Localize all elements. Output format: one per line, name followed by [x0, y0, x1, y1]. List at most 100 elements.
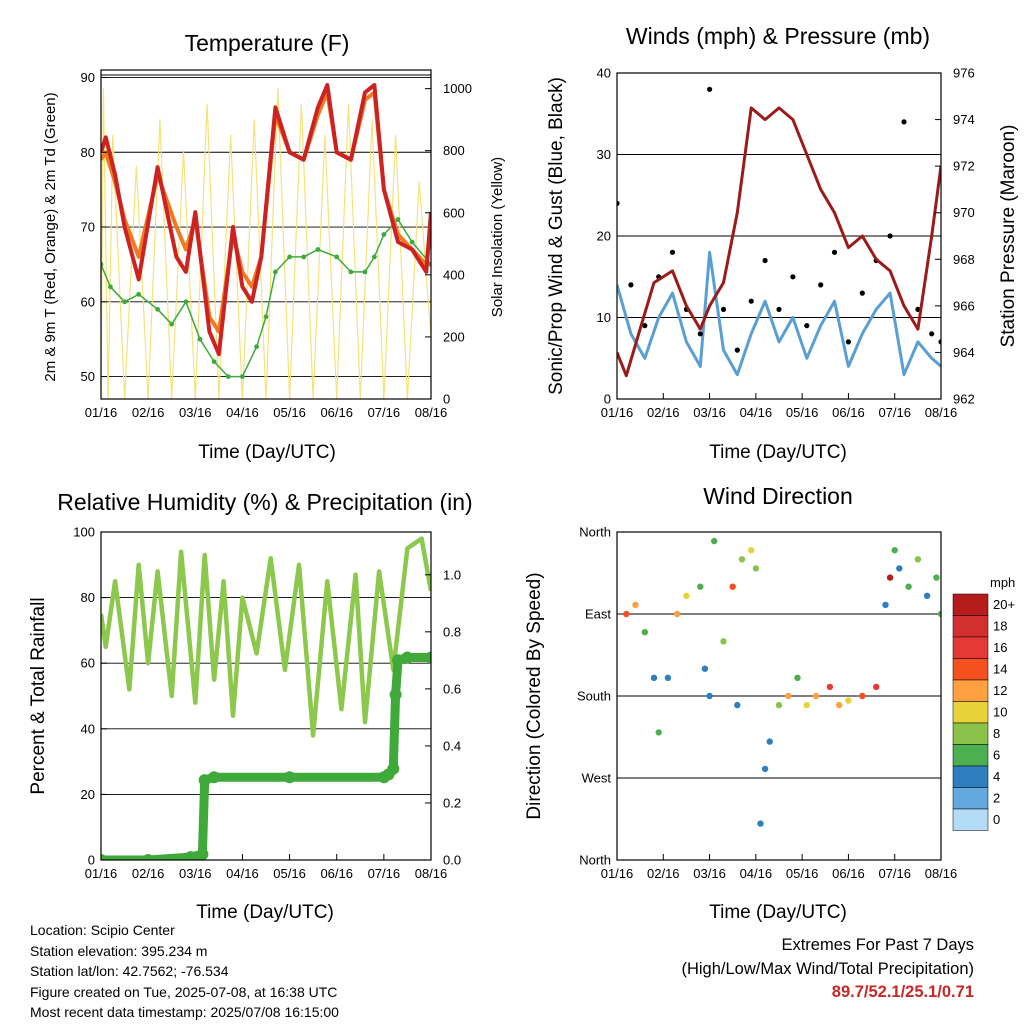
legend-label: 12 [993, 683, 1007, 698]
gust-point [697, 331, 703, 337]
x-tick-label: 04/16 [740, 866, 773, 881]
y-right-tick-label: 400 [443, 267, 465, 282]
y-right-tick-label: 1000 [443, 81, 472, 96]
gust-point [938, 339, 941, 345]
gust-point [776, 306, 782, 312]
x-tick-label: 02/16 [647, 866, 680, 881]
direction-point [720, 638, 727, 645]
gust-point [929, 331, 935, 337]
y-right-tick-label: 0.2 [443, 795, 461, 810]
y-right-tick-label: 962 [953, 392, 975, 407]
x-tick-label: 01/16 [601, 866, 634, 881]
y-tick-label: East [585, 607, 611, 622]
temperature-xlabel: Time (Day/UTC) [198, 442, 336, 463]
direction-point [826, 683, 834, 691]
y-right-tick-label: 974 [953, 112, 975, 127]
direction-point [738, 556, 746, 563]
direction-point [761, 765, 769, 773]
y-tick-label: North [579, 853, 611, 868]
direction-point [706, 692, 713, 700]
x-tick-label: 06/16 [320, 866, 353, 881]
gust-point [859, 290, 865, 296]
precip-point [101, 854, 107, 860]
precip-point [198, 774, 211, 787]
y-tick-label: 60 [81, 294, 95, 309]
direction-point [729, 583, 736, 590]
gust-point [720, 306, 727, 312]
direction-point [886, 574, 894, 581]
rh-series [101, 536, 431, 738]
legend-label: 10 [993, 705, 1007, 720]
direction-point [748, 547, 755, 554]
direction-point [664, 674, 672, 681]
gust-point [831, 249, 838, 255]
gust-point [617, 200, 620, 206]
x-tick-label: 03/16 [179, 866, 212, 881]
station-location: Location: Scipio Center [30, 922, 175, 938]
station-latlon: Station lat/lon: 42.7562; -76.534 [30, 963, 229, 979]
y-tick-label: South [577, 689, 611, 704]
direction-point [734, 701, 741, 709]
station-elevation: Station elevation: 395.234 m [30, 942, 208, 959]
y-right-tick-label: 600 [443, 205, 465, 220]
y-tick-label: 80 [81, 590, 95, 605]
direction-point [873, 683, 880, 691]
extremes-box: Extremes For Past 7 Days (High/Low/Max W… [681, 934, 974, 1005]
winds-plot-area: 01/16 02/16 03/16 04/16 05/16 06/16 07/16 08/16… [597, 66, 975, 421]
y-right-tick-label: 964 [953, 345, 975, 360]
direction-point [933, 574, 940, 581]
direction-point [914, 556, 922, 563]
direction-point [632, 601, 639, 609]
legend-label: 4 [993, 769, 1000, 784]
direction-point [882, 601, 889, 609]
direction-point [697, 583, 704, 590]
direction-point [896, 565, 903, 572]
plot-frame [616, 72, 942, 400]
direction-point [655, 729, 662, 736]
x-tick-label: 06/16 [832, 866, 865, 881]
y-right-tick-label: 1.0 [443, 567, 461, 582]
legend-swatch [952, 765, 989, 788]
y-right-tick-label: 966 [953, 298, 975, 313]
gust-point [901, 119, 907, 125]
x-tick-label: 02/16 [132, 866, 165, 881]
x-tick-label: 05/16 [273, 866, 306, 881]
data-timestamp: Most recent data timestamp: 2025/07/08 1… [30, 1004, 339, 1020]
direction-point [711, 537, 718, 545]
winds-xlabel: Time (Day/UTC) [709, 442, 847, 463]
x-tick-label: 08/16 [415, 405, 448, 420]
direction-plot-area: 01/16 02/16 03/16 04/16 05/16 06/16 07/16 08/16… [577, 525, 957, 882]
direction-legend-title: mph [990, 575, 1015, 590]
x-tick-label: 01/16 [85, 405, 118, 420]
direction-point [803, 701, 810, 709]
y-tick-label: 80 [81, 145, 95, 160]
x-tick-label: 05/16 [786, 866, 819, 881]
legend-label: 20+ [993, 597, 1015, 612]
x-tick-label: 05/16 [786, 405, 819, 420]
direction-point [923, 592, 931, 599]
precip-point [425, 651, 431, 664]
y-right-tick-label: 200 [443, 329, 465, 344]
x-tick-label: 08/16 [925, 405, 958, 420]
plot-frame [100, 531, 432, 861]
gust-point [642, 323, 648, 329]
direction-panel: Wind Direction 01/16 02/16 03/16 04/16 05/16… [524, 483, 1015, 923]
direction-point [794, 674, 801, 681]
direction-point [812, 692, 820, 700]
humidity-plot-area: 01/16 02/16 03/16 04/16 05/16 06/16 07/16 08/16… [73, 525, 461, 882]
winds-panel: Winds (mph) & Pressure (mb) 01/16 02/16 03… [546, 23, 1019, 463]
legend-swatch [952, 679, 989, 702]
y-tick-label: 40 [81, 721, 95, 736]
winds-ylabel-right: Station Pressure (Maroon) [998, 125, 1019, 348]
direction-point [937, 610, 941, 618]
gust-point [845, 339, 852, 345]
legend-swatch [952, 658, 989, 681]
y-right-tick-label: 976 [953, 66, 975, 81]
precip-point [389, 688, 402, 701]
precip-point [184, 851, 197, 860]
temperature-plot-area: 01/16 02/16 03/16 04/16 05/16 06/16 07/16 08/16… [81, 69, 472, 420]
x-tick-label: 06/16 [320, 405, 353, 420]
y-right-tick-label: 0.0 [443, 853, 461, 868]
direction-point [674, 610, 681, 618]
direction-point [683, 592, 690, 599]
